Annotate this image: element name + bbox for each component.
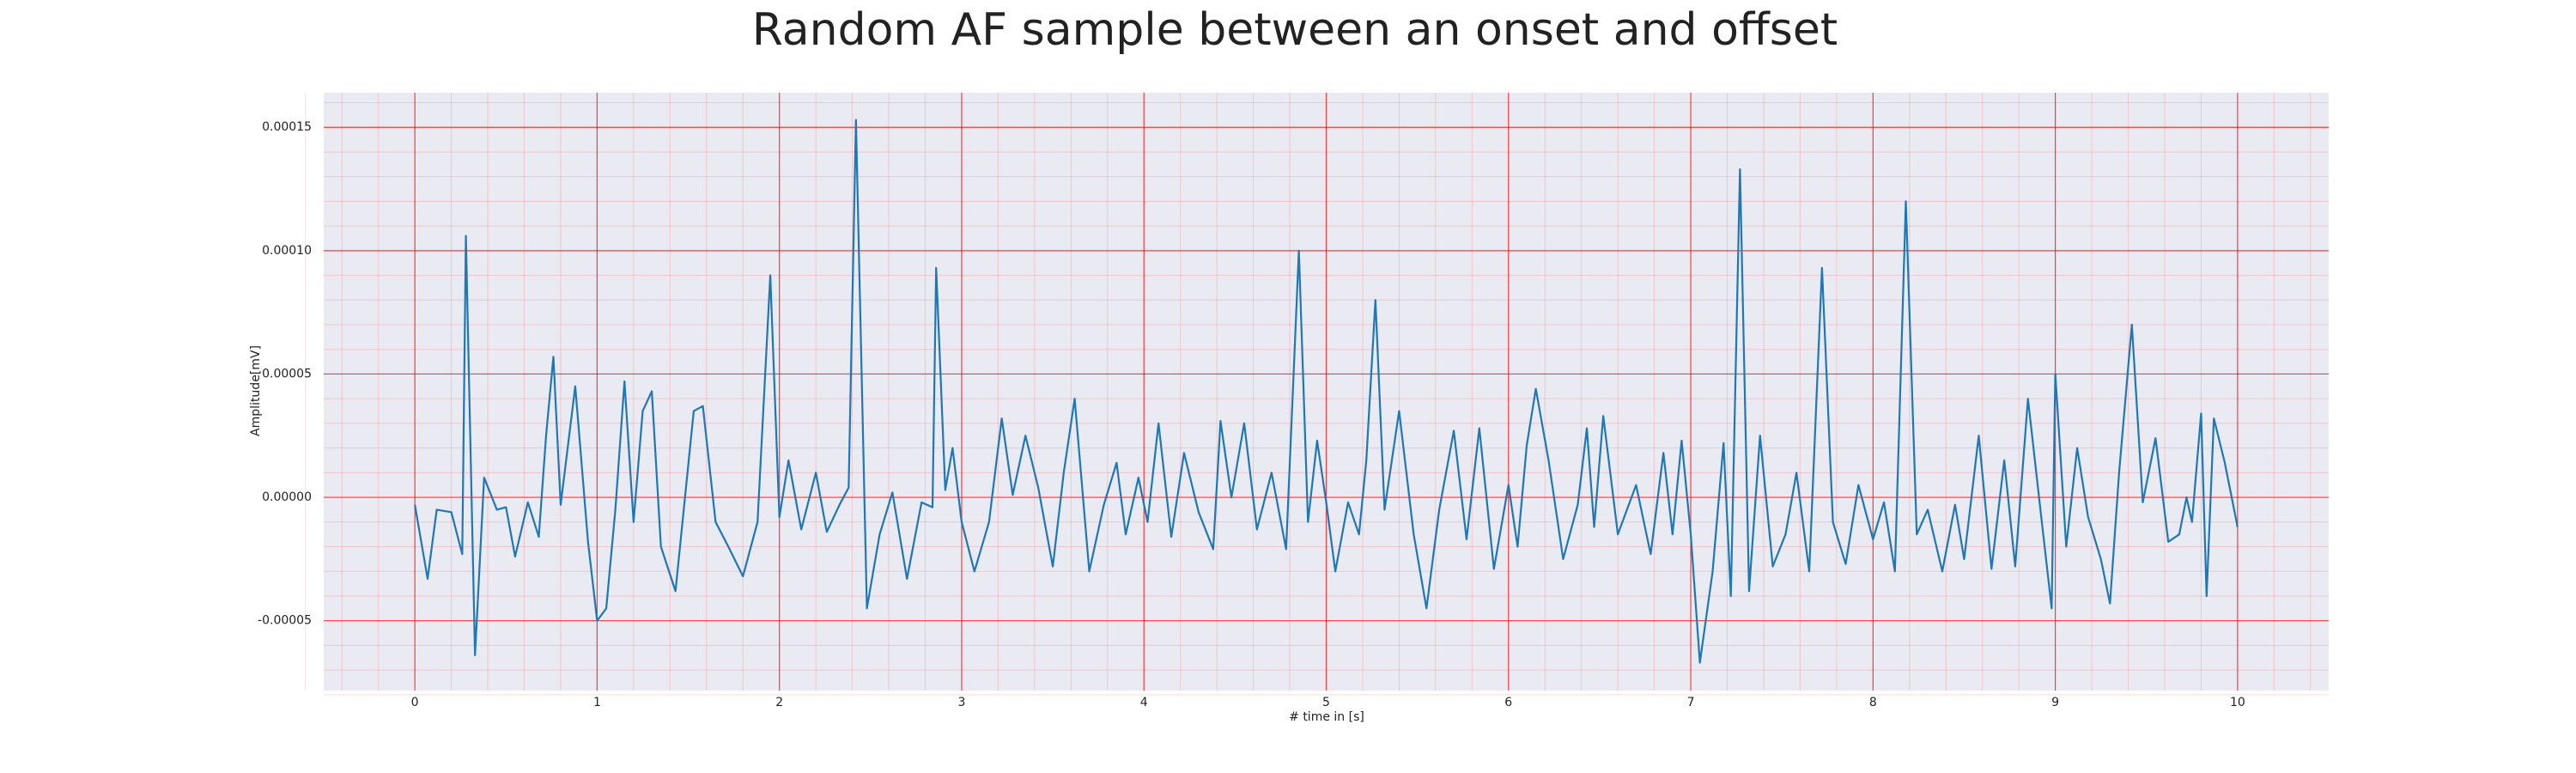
chart-title: Random AF sample between an onset and of… <box>752 4 1838 56</box>
x-tick-label: 1 <box>593 696 601 709</box>
x-tick-label: 3 <box>957 696 965 709</box>
x-axis-label: # time in [s] <box>1289 710 1364 724</box>
x-tick-label: 0 <box>411 696 419 709</box>
x-tick-label: 5 <box>1322 696 1330 709</box>
y-tick-label: 0.00005 <box>262 367 312 380</box>
y-tick-label: -0.00005 <box>258 614 312 628</box>
y-tick-label: 0.00000 <box>262 490 312 504</box>
y-tick-label: 0.00010 <box>262 244 312 258</box>
x-tick-label: 9 <box>2051 696 2059 709</box>
x-tick-label: 6 <box>1504 696 1512 709</box>
x-tick-label: 7 <box>1687 696 1695 709</box>
data-line <box>414 119 2239 664</box>
y-axis-label: Amplitude[mV] <box>249 345 263 436</box>
x-tick-label: 2 <box>775 696 783 709</box>
x-tick-label: 10 <box>2230 696 2245 709</box>
x-tick-label: 4 <box>1140 696 1148 709</box>
y-tick-label: 0.00015 <box>262 120 312 134</box>
x-tick-label: 8 <box>1869 696 1877 709</box>
